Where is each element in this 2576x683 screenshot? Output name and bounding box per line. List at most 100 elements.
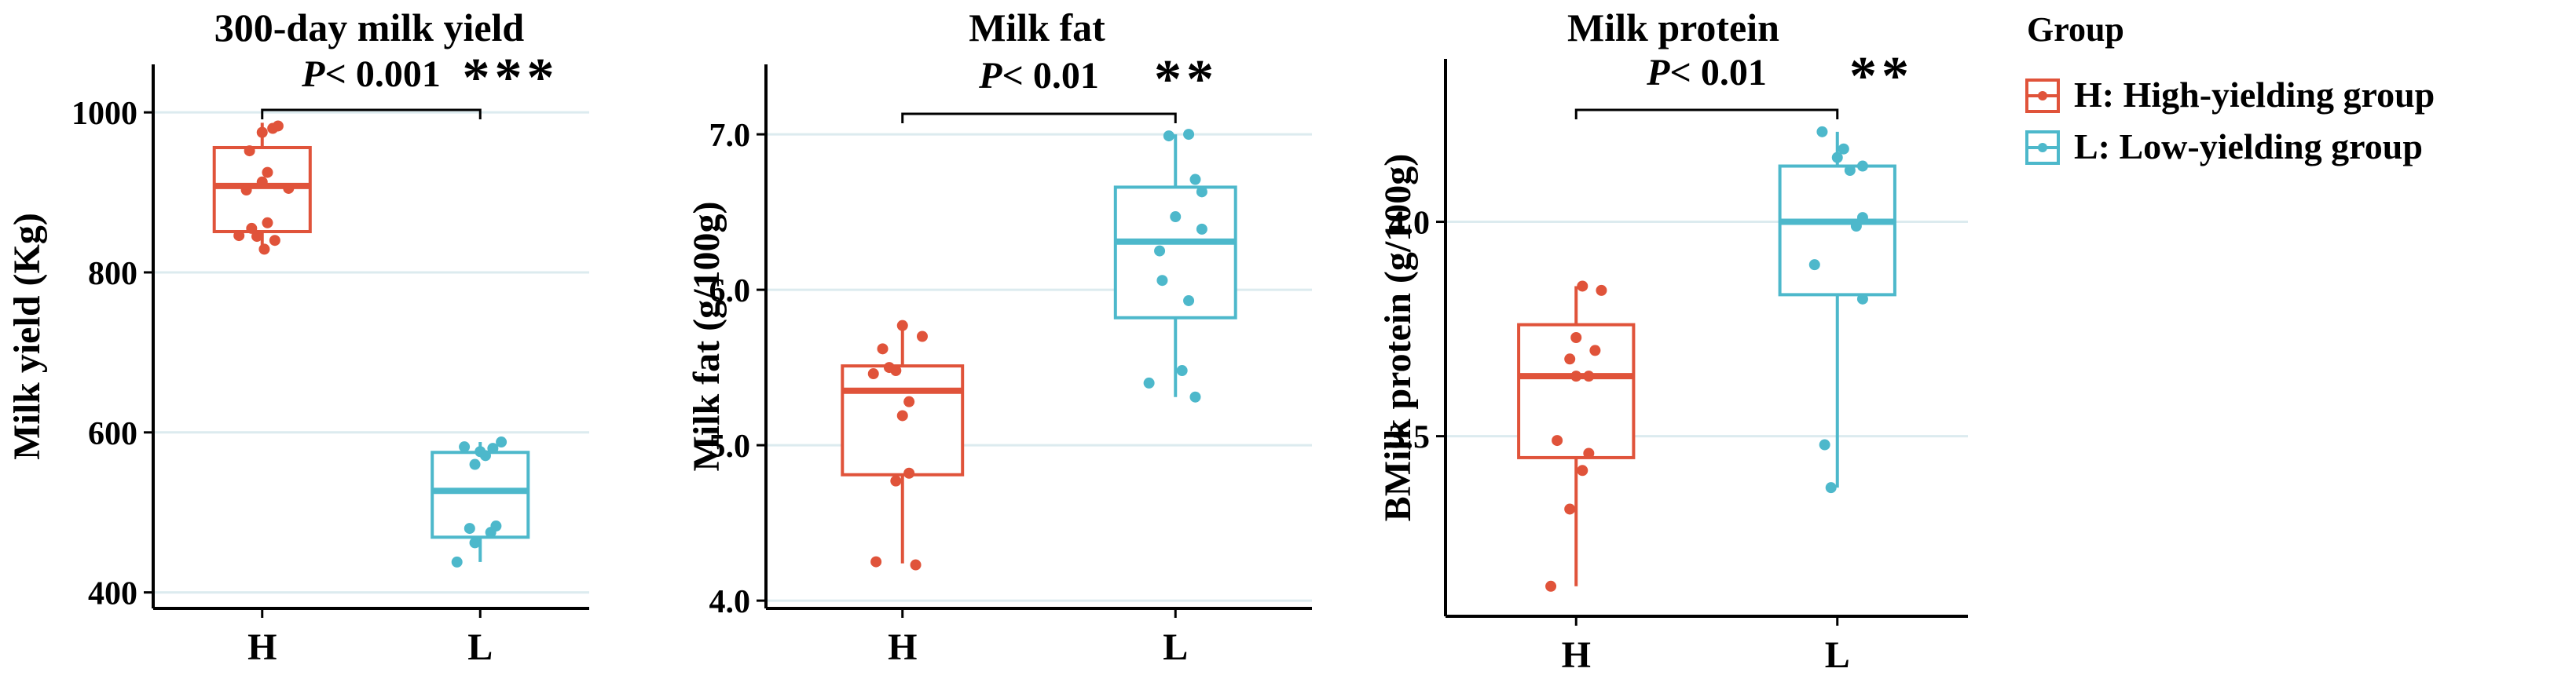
- p-value: P< 0.01: [1646, 52, 1767, 93]
- data-point: [1844, 165, 1856, 176]
- legend-label-l: L: Low-yielding group: [2074, 126, 2423, 166]
- data-point: [1143, 377, 1155, 389]
- data-point: [870, 556, 882, 568]
- data-point: [1583, 371, 1595, 382]
- significance-stars: **: [1154, 49, 1218, 110]
- significance-stars: **: [1849, 46, 1914, 107]
- panels: 400 600 800 1000 H L 300-day milk yield Milk yi…: [6, 5, 1968, 676]
- data-point: [464, 523, 475, 535]
- data-point: [490, 520, 502, 532]
- data-point: [469, 458, 481, 470]
- box-iqr: [1517, 323, 1636, 459]
- data-point: [233, 230, 245, 242]
- data-point: [1577, 280, 1588, 292]
- chart-title: Milk fat: [969, 5, 1105, 49]
- data-point: [1176, 365, 1188, 377]
- data-point: [1552, 435, 1563, 447]
- legend-label-h: H: High-yielding group: [2074, 75, 2435, 115]
- y-tick-label: 600: [88, 416, 137, 452]
- data-point: [890, 475, 902, 487]
- y-tick-label: 800: [88, 256, 137, 292]
- panel-1: 400 600 800 1000 H L 300-day milk yield Milk yi…: [6, 5, 589, 668]
- data-point: [1577, 465, 1588, 477]
- box-h: [212, 120, 312, 255]
- legend-item-l: L: Low-yielding group: [2025, 126, 2423, 166]
- data-point: [240, 184, 252, 196]
- p-symbol: P: [1646, 52, 1670, 93]
- data-point: [1183, 129, 1195, 141]
- data-point: [1163, 130, 1174, 142]
- y-axis-label: Milk fat (g/100g): [686, 202, 727, 472]
- x-tick-label: H: [888, 626, 917, 668]
- data-point: [1156, 275, 1168, 287]
- legend-key-h: [2025, 79, 2060, 113]
- y-tick-label: 4.0: [1389, 206, 1431, 242]
- data-point: [459, 441, 471, 453]
- y-tick-label: 3.5: [1389, 420, 1431, 456]
- data-point: [1570, 371, 1582, 382]
- y-tick-label: 7.0: [709, 118, 751, 154]
- data-point: [1564, 503, 1576, 515]
- panel-2: 4.0 5.0 6.0 7.0 H L Milk fat Milk fat (g/100g) P…: [686, 5, 1312, 668]
- panel-3: 3.5 4.0 H L Milk protein BMilk protein (g/100…: [1377, 5, 1968, 676]
- data-point: [487, 443, 499, 455]
- y-tick-label: 4.0: [709, 584, 751, 620]
- significance-bracket: [1574, 108, 1839, 119]
- p-symbol: P: [978, 55, 1002, 97]
- significance-stars: ***: [463, 48, 559, 108]
- x-tick-label: L: [1163, 626, 1188, 668]
- p-symbol: P: [301, 53, 325, 95]
- p-value: P< 0.01: [978, 55, 1099, 97]
- data-point: [896, 320, 908, 331]
- data-point: [1183, 294, 1195, 306]
- data-point: [916, 331, 928, 342]
- data-point: [1838, 143, 1849, 155]
- x-tick-label: H: [1562, 634, 1591, 676]
- data-point: [1570, 332, 1582, 343]
- data-point: [1196, 223, 1207, 235]
- y-axis-label: BMilk protein (g/100g): [1377, 154, 1419, 521]
- box-iqr: [212, 145, 312, 233]
- y-tick-label: 400: [88, 576, 137, 612]
- p-text: < 0.001: [324, 53, 440, 95]
- y-tick-label: 1000: [71, 96, 137, 132]
- data-point: [903, 396, 915, 407]
- data-point: [269, 235, 280, 247]
- chart-title: Milk protein: [1567, 5, 1779, 49]
- x-tick-label: L: [1825, 634, 1850, 676]
- legend-item-h: H: High-yielding group: [2025, 75, 2435, 115]
- data-point: [903, 467, 915, 479]
- data-point: [1583, 447, 1595, 459]
- box-iqr: [1778, 164, 1896, 297]
- data-point: [1189, 173, 1201, 185]
- data-point: [896, 410, 908, 422]
- data-point: [867, 368, 879, 380]
- data-point: [1856, 293, 1868, 305]
- y-axis-label: Milk yield (Kg): [6, 213, 48, 460]
- data-point: [1808, 259, 1820, 271]
- data-point: [1154, 245, 1166, 257]
- x-tick-label: L: [467, 626, 493, 668]
- data-point: [256, 176, 268, 188]
- data-point: [256, 126, 268, 138]
- data-point: [877, 343, 889, 355]
- data-point: [475, 446, 486, 458]
- data-point: [1196, 186, 1207, 198]
- p-value: P< 0.001: [301, 53, 441, 95]
- data-point: [451, 556, 463, 568]
- data-point: [1819, 439, 1830, 451]
- data-point: [246, 222, 258, 234]
- data-point: [469, 537, 481, 549]
- data-point: [1856, 212, 1868, 224]
- data-point: [496, 436, 508, 448]
- data-point: [1816, 126, 1828, 137]
- p-text: < 0.01: [1669, 52, 1766, 93]
- data-point: [262, 217, 273, 228]
- data-point: [1189, 391, 1201, 403]
- data-point: [251, 231, 263, 243]
- data-point: [1545, 580, 1557, 592]
- significance-bracket: [901, 112, 1177, 123]
- data-point: [272, 120, 284, 132]
- data-point: [283, 182, 295, 194]
